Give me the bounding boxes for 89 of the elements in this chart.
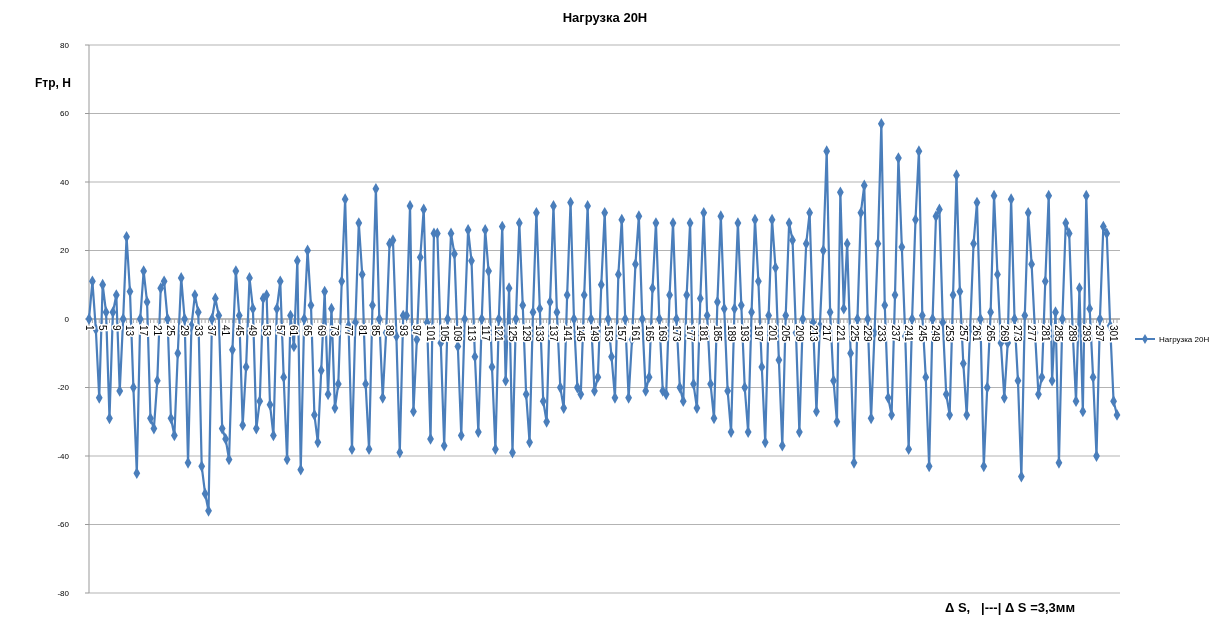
x-tick-label: 161	[629, 325, 641, 343]
x-tick-label: 117	[479, 325, 491, 342]
x-tick-label: 93	[397, 325, 409, 337]
x-tick-label: 21	[151, 325, 163, 337]
x-tick-label: 121	[493, 325, 505, 343]
x-tick-label: 41	[220, 325, 232, 337]
x-tick-label: 53	[261, 325, 273, 337]
x-tick-label: 289	[1067, 325, 1079, 343]
x-tick-label: 217	[821, 325, 833, 343]
x-tick-label: 25	[165, 325, 177, 337]
x-tick-label: 241	[903, 325, 915, 343]
x-tick-label: 221	[834, 325, 846, 343]
x-tick-label: 37	[206, 325, 218, 337]
x-tick-label: 185	[711, 325, 723, 343]
x-tick-label: 253	[944, 325, 956, 343]
x-axis-title: Δ S, |---| Δ S =3,3мм	[944, 600, 1076, 615]
x-tick-label: 85	[370, 325, 382, 337]
x-tick-label: 265	[985, 325, 997, 343]
x-tick-label: 297	[1094, 325, 1106, 343]
x-tick-label: 257	[957, 325, 969, 343]
x-tick-label: 89	[384, 325, 396, 337]
x-tick-label: 233	[875, 325, 887, 343]
x-tick-label: 5	[97, 325, 109, 331]
x-tick-label: 193	[739, 325, 751, 343]
x-tick-label: 145	[575, 325, 587, 343]
y-tick-label: 80	[60, 40, 70, 50]
x-tick-label: 133	[534, 325, 546, 343]
y-tick-label: 60	[60, 109, 70, 119]
x-tick-label: 33	[192, 325, 204, 337]
x-tick-label: 249	[930, 325, 942, 343]
x-tick-label: 157	[616, 325, 628, 343]
x-tick-label: 97	[411, 325, 423, 337]
x-tick-label: 197	[752, 325, 764, 343]
y-tick-label: 0	[64, 314, 70, 324]
x-tick-label: 113	[466, 325, 478, 342]
x-tick-label: 49	[247, 325, 259, 337]
x-tick-label: 65	[302, 325, 314, 337]
x-tick-label: 213	[807, 325, 819, 343]
y-axis-title: Fтр, Н	[35, 76, 71, 90]
x-tick-label: 9	[110, 325, 122, 331]
x-tick-label: 293	[1080, 325, 1092, 343]
x-tick-label: 153	[602, 325, 614, 343]
x-tick-label: 29	[179, 325, 191, 337]
x-tick-label: 177	[684, 325, 696, 343]
x-tick-label: 105	[438, 325, 450, 343]
x-tick-label: 165	[643, 325, 655, 343]
y-tick-label: -20	[57, 383, 70, 393]
x-tick-label: 285	[1053, 325, 1065, 343]
x-tick-label: 277	[1026, 325, 1038, 343]
x-tick-label: 77	[343, 325, 355, 337]
y-tick-label: 20	[60, 246, 70, 256]
x-tick-label: 173	[670, 325, 682, 343]
x-tick-label: 169	[657, 325, 669, 343]
y-tick-label: -40	[57, 451, 70, 461]
x-tick-label: 81	[356, 325, 368, 337]
x-tick-label: 181	[698, 325, 710, 343]
x-tick-label: 1	[83, 325, 95, 331]
x-tick-label: 125	[506, 325, 518, 343]
x-tick-label: 269	[998, 325, 1010, 343]
y-tick-label: -80	[57, 588, 70, 598]
x-tick-label: 209	[793, 325, 805, 343]
x-tick-label: 229	[862, 325, 874, 343]
x-tick-label: 201	[766, 325, 778, 343]
x-tick-label: 61	[288, 325, 300, 337]
x-tick-label: 45	[233, 325, 245, 337]
x-tick-label: 137	[547, 325, 559, 343]
x-tick-label: 57	[274, 325, 286, 337]
x-tick-label: 273	[1012, 325, 1024, 343]
x-tick-label: 301	[1108, 325, 1120, 343]
x-tick-label: 73	[329, 325, 341, 337]
x-tick-label: 69	[315, 325, 327, 337]
x-tick-label: 149	[588, 325, 600, 343]
x-tick-label: 109	[452, 325, 464, 343]
x-tick-label: 13	[124, 325, 136, 337]
x-tick-label: 237	[889, 325, 901, 343]
x-tick-label: 281	[1039, 325, 1051, 343]
x-tick-label: 129	[520, 325, 532, 343]
x-tick-label: 141	[561, 325, 573, 343]
x-tick-label: 189	[725, 325, 737, 343]
x-tick-label: 225	[848, 325, 860, 343]
x-tick-label: 205	[780, 325, 792, 343]
y-tick-label: 40	[60, 177, 70, 187]
x-tick-label: 17	[138, 325, 150, 337]
x-tick-label: 245	[916, 325, 928, 343]
chart-title: Нагрузка 20Н	[562, 10, 648, 25]
y-tick-label: -60	[57, 520, 70, 530]
x-tick-label: 101	[425, 325, 437, 343]
legend-label: Нагрузка 20Н	[1159, 334, 1210, 344]
x-tick-label: 261	[971, 325, 983, 343]
